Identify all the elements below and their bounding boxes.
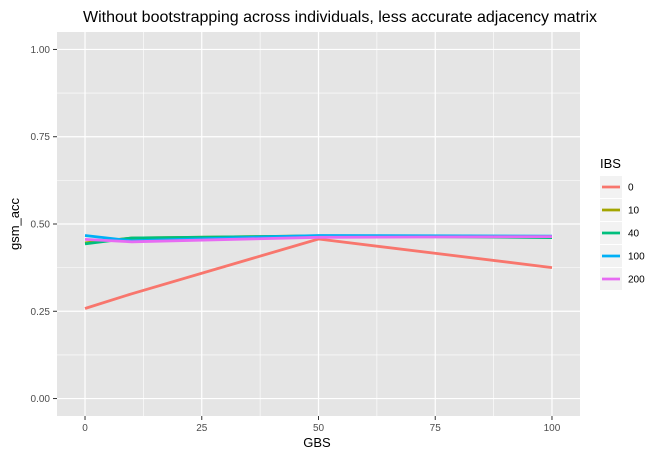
y-axis-title: gsm_acc [7, 197, 22, 250]
legend-label-ibs-0: 0 [628, 183, 634, 194]
legend-title: IBS [600, 156, 621, 171]
x-axis-title: GBS [303, 435, 331, 450]
legend-label-ibs-100: 100 [628, 252, 645, 263]
x-tick-label: 0 [82, 423, 88, 434]
axes: 0 25 50 75 100 0.00 0.25 0.50 0.75 1.00 [31, 45, 561, 434]
series-line-ibs-200 [84, 235, 553, 244]
y-tick-label: 0.00 [31, 394, 51, 405]
x-tick-label: 100 [544, 423, 561, 434]
y-tick-label: 0.50 [31, 220, 51, 231]
x-tick-label: 50 [313, 423, 325, 434]
series-lines [84, 234, 553, 310]
legend-label-ibs-10: 10 [628, 206, 640, 217]
x-tick-label: 75 [430, 423, 442, 434]
series-line-ibs-0 [84, 237, 553, 310]
legend: IBS 0 10 40 100 200 [600, 156, 645, 290]
legend-label-ibs-200: 200 [628, 275, 645, 286]
y-tick-label: 1.00 [31, 45, 51, 56]
y-tick-label: 0.75 [31, 132, 51, 143]
y-tick-label: 0.25 [31, 307, 51, 318]
x-tick-label: 25 [196, 423, 208, 434]
chart-title: Without bootstrapping across individuals… [83, 9, 597, 26]
grid-lines [57, 32, 580, 416]
legend-label-ibs-40: 40 [628, 229, 640, 240]
